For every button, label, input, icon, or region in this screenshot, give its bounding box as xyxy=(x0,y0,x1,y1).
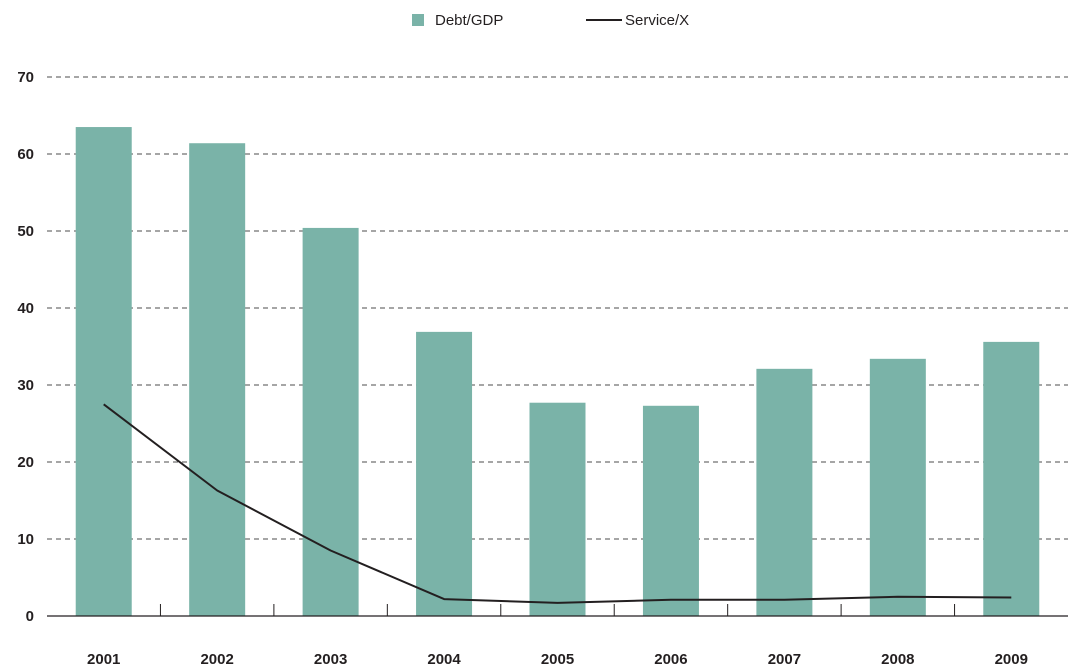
line-service-x xyxy=(103,403,1012,604)
x-tick-label-2003: 2003 xyxy=(314,651,347,666)
bar-2004 xyxy=(416,331,473,616)
x-tick-label-2006: 2006 xyxy=(654,651,687,666)
bar-2005 xyxy=(529,402,586,616)
x-tick-label-2009: 2009 xyxy=(995,651,1028,666)
y-tick-label-20: 20 xyxy=(17,454,34,471)
y-axis-tick-labels: 0 10 20 30 40 50 60 70 xyxy=(17,69,34,625)
x-tick-label-2008: 2008 xyxy=(881,651,914,666)
legend-label-service-x: Service/X xyxy=(625,12,689,29)
x-tick-label-2005: 2005 xyxy=(541,651,574,666)
y-tick-label-30: 30 xyxy=(17,377,34,394)
x-tick-label-2004: 2004 xyxy=(427,651,461,666)
y-tick-label-50: 50 xyxy=(17,223,34,240)
y-tick-label-40: 40 xyxy=(17,300,34,317)
x-tick-label-2002: 2002 xyxy=(200,651,233,666)
legend-swatch-debt-gdp xyxy=(412,14,424,26)
y-tick-label-10: 10 xyxy=(17,531,34,548)
x-tick-label-2007: 2007 xyxy=(768,651,801,666)
bar-2009 xyxy=(983,341,1040,616)
y-tick-label-60: 60 xyxy=(17,146,34,163)
y-tick-label-70: 70 xyxy=(17,69,34,86)
legend: Debt/GDP Service/X xyxy=(412,12,689,29)
bars-debt-gdp xyxy=(75,127,1040,617)
x-axis-tick-labels: 2001 2002 2003 2004 2005 2006 2007 2008 2009 xyxy=(87,651,1028,666)
bar-2001 xyxy=(75,127,132,617)
bar-2003 xyxy=(302,227,359,617)
y-tick-label-0: 0 xyxy=(26,608,34,625)
bar-2007 xyxy=(756,368,813,616)
line-service-x-group xyxy=(103,403,1012,604)
bar-2002 xyxy=(189,143,246,616)
x-axis xyxy=(47,604,1068,617)
bar-2006 xyxy=(642,405,699,616)
legend-label-debt-gdp: Debt/GDP xyxy=(435,12,503,29)
x-tick-label-2001: 2001 xyxy=(87,651,120,666)
bar-2008 xyxy=(869,358,926,616)
